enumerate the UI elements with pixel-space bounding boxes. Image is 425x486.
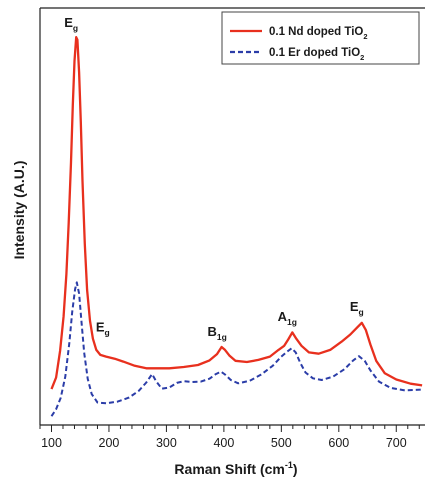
legend-label-er: 0.1 Er doped TiO2: [269, 47, 364, 62]
x-tick-label: 600: [328, 436, 349, 450]
legend-label-er-main: 0.1 Er doped TiO: [269, 47, 360, 59]
x-axis-title: Raman Shift (cm-1): [174, 460, 297, 477]
series-line-er: [50, 281, 423, 417]
x-axis-title-sup: -1: [285, 460, 293, 470]
peak-label: A1g: [278, 309, 297, 327]
peak-label: Eg: [350, 299, 364, 317]
x-tick-label: 500: [271, 436, 292, 450]
x-tick-labels: 100 200 300 400 500 600 700: [41, 436, 407, 450]
peak-label: Eg: [64, 15, 78, 33]
x-tick-label: 300: [156, 436, 177, 450]
peak-label: Eg: [96, 320, 110, 338]
x-tick-label: 700: [386, 436, 407, 450]
series-layer: [50, 36, 423, 417]
peak-label: B1g: [208, 324, 227, 342]
x-tick-label: 400: [213, 436, 234, 450]
legend-box: [221, 11, 420, 65]
x-axis-title-main: Raman Shift (cm: [174, 461, 284, 477]
legend: 0.1 Nd doped TiO2 0.1 Er doped TiO2: [221, 11, 420, 65]
legend-label-nd-main: 0.1 Nd doped TiO: [269, 26, 363, 38]
peak-annotations: Eg Eg B1g A1g Eg: [64, 15, 363, 342]
x-tick-label: 200: [99, 436, 120, 450]
legend-label-nd: 0.1 Nd doped TiO2: [269, 26, 368, 41]
x-tick-label: 100: [41, 436, 62, 450]
series-line-nd: [50, 36, 423, 390]
x-axis-ticks: [39, 425, 420, 432]
legend-label-er-sub: 2: [360, 53, 364, 62]
x-axis-title-end: ): [293, 461, 298, 477]
legend-label-nd-sub: 2: [363, 32, 367, 41]
y-axis-title: Intensity (A.U.): [11, 161, 27, 260]
